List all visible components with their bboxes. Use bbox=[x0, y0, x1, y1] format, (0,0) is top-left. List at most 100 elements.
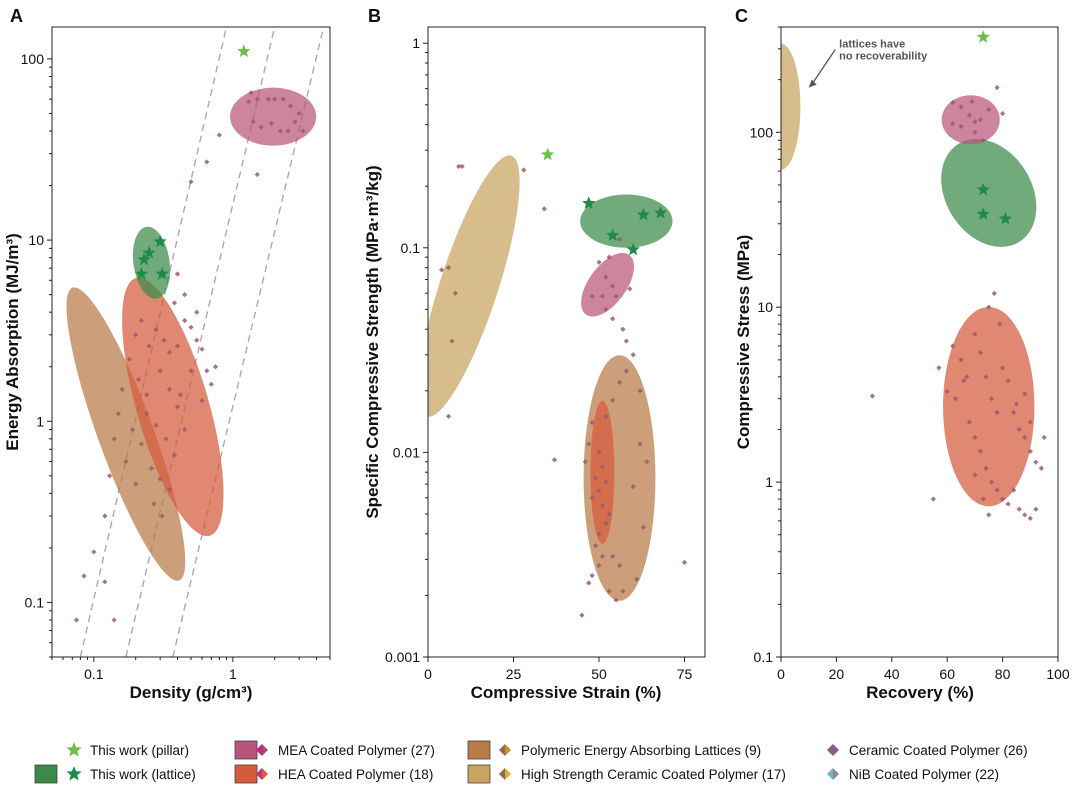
x-tick-label: 0.1 bbox=[84, 666, 104, 682]
legend-label: Polymeric Energy Absorbing Lattices (9) bbox=[521, 743, 761, 758]
data-point bbox=[1011, 409, 1017, 416]
data-point bbox=[199, 346, 205, 352]
legend-item: MEA Coated Polymer (27) bbox=[234, 740, 435, 760]
data-point bbox=[958, 104, 964, 110]
y-tick-label: 100 bbox=[750, 124, 774, 140]
data-point bbox=[171, 300, 178, 306]
data-point bbox=[1038, 465, 1044, 471]
data-point bbox=[102, 513, 108, 519]
data-point bbox=[972, 472, 978, 478]
data-point bbox=[986, 106, 992, 113]
plot-area bbox=[781, 30, 1047, 522]
panel-b: 0.001 0.01 0.1 1 0 25 50 75 Compressive Strain (… bbox=[363, 6, 706, 702]
data-point bbox=[1005, 378, 1011, 384]
data-point bbox=[212, 364, 219, 370]
data-point bbox=[246, 99, 252, 105]
y-axis-label: Specific Compressive Strength (MPa·m³/kg… bbox=[363, 165, 382, 518]
data-point bbox=[616, 236, 623, 242]
data-point bbox=[177, 392, 184, 398]
data-point bbox=[623, 338, 629, 344]
data-point bbox=[136, 376, 142, 383]
data-point bbox=[115, 411, 121, 417]
legend-label: Ceramic Coated Polymer (26) bbox=[849, 743, 1028, 758]
data-point bbox=[174, 404, 181, 410]
data-point bbox=[969, 98, 975, 105]
data-point bbox=[988, 479, 995, 485]
data-point bbox=[285, 128, 291, 134]
ellipse-mea bbox=[581, 252, 634, 317]
data-point bbox=[606, 588, 612, 594]
lattice-star bbox=[653, 206, 668, 219]
legend-swatch bbox=[234, 764, 258, 784]
data-point bbox=[174, 343, 181, 349]
data-point bbox=[204, 159, 210, 165]
data-point bbox=[1022, 434, 1028, 441]
data-point bbox=[623, 368, 629, 374]
legend-item: HEA Coated Polymer (18) bbox=[234, 764, 433, 784]
data-point bbox=[603, 478, 609, 485]
legend: This work (pillar) This work (lattice) MEA… bbox=[34, 740, 1028, 784]
lattice-star bbox=[636, 207, 651, 221]
data-point bbox=[869, 393, 876, 399]
diamond-icon bbox=[256, 768, 262, 780]
data-point bbox=[640, 524, 647, 530]
data-point bbox=[280, 96, 286, 102]
data-point bbox=[596, 562, 602, 569]
data-point bbox=[616, 379, 623, 385]
data-point bbox=[1022, 391, 1028, 397]
lattice-star bbox=[606, 228, 620, 241]
data-point bbox=[188, 179, 194, 185]
data-point bbox=[977, 448, 984, 454]
data-point bbox=[596, 531, 602, 537]
data-point bbox=[119, 386, 125, 392]
x-tick-label: 0 bbox=[424, 666, 432, 682]
lattice-star bbox=[134, 267, 149, 280]
data-point bbox=[966, 112, 972, 118]
data-point bbox=[1005, 501, 1011, 507]
data-point bbox=[579, 612, 585, 618]
data-point bbox=[138, 317, 145, 324]
y-tick-label: 0.1 bbox=[25, 594, 45, 610]
diamond-icon bbox=[499, 744, 505, 756]
data-point bbox=[248, 90, 254, 96]
data-point bbox=[977, 117, 984, 123]
lattice-star bbox=[153, 234, 167, 248]
data-point bbox=[994, 409, 1000, 416]
lattice-star-icon bbox=[66, 766, 82, 781]
data-point bbox=[133, 332, 139, 338]
y-tick-label: 0.1 bbox=[401, 240, 421, 256]
data-point bbox=[123, 458, 129, 465]
data-point bbox=[627, 286, 633, 292]
data-point bbox=[599, 293, 606, 299]
ellipse-this_work_lattice bbox=[580, 194, 673, 248]
data-point bbox=[616, 562, 623, 569]
axes-frame bbox=[427, 26, 706, 658]
legend-item: High Strength Ceramic Coated Polymer (17… bbox=[467, 764, 786, 784]
data-point bbox=[1011, 487, 1017, 493]
y-tick-label: 1 bbox=[36, 413, 44, 429]
ellipse-this_work_lattice bbox=[941, 138, 1037, 247]
x-tick-label: 20 bbox=[829, 666, 845, 682]
data-point bbox=[148, 465, 155, 471]
data-point bbox=[991, 290, 997, 296]
x-tick-label: 1 bbox=[229, 666, 237, 682]
data-point bbox=[254, 171, 260, 178]
legend-swatch bbox=[234, 740, 258, 760]
data-point bbox=[961, 378, 967, 384]
data-point bbox=[1016, 506, 1022, 512]
legend-swatch bbox=[467, 740, 491, 760]
data-point bbox=[630, 484, 636, 490]
data-point bbox=[630, 352, 636, 358]
data-point bbox=[163, 436, 169, 442]
data-point bbox=[102, 579, 108, 585]
data-point bbox=[166, 386, 173, 392]
data-point bbox=[610, 553, 616, 560]
data-point bbox=[159, 513, 165, 519]
data-point bbox=[153, 327, 159, 333]
data-point bbox=[194, 309, 200, 315]
y-axis-label: Compressive Stress (MPa) bbox=[734, 235, 753, 449]
data-point bbox=[151, 501, 157, 507]
legend-item: This work (lattice) bbox=[34, 764, 196, 784]
data-point bbox=[599, 502, 606, 509]
data-point bbox=[592, 475, 599, 481]
